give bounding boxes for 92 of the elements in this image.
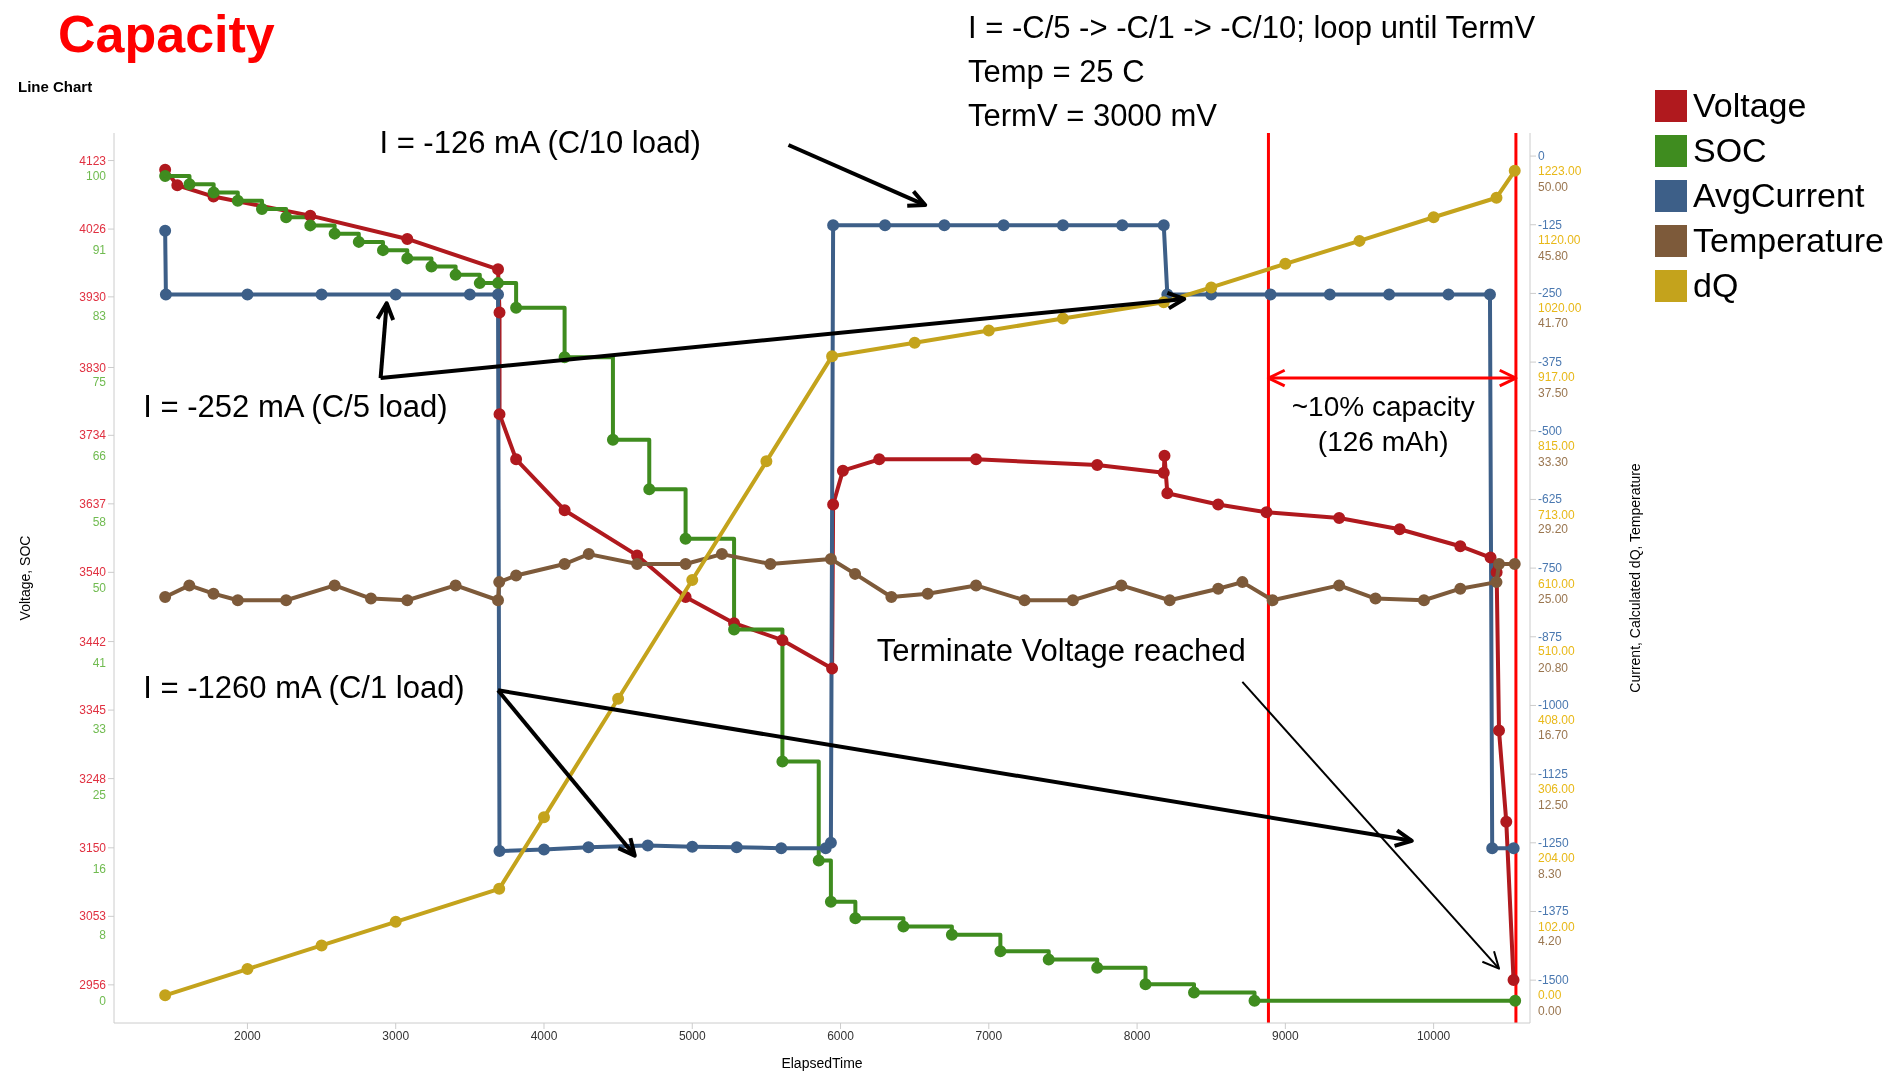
y2-tick-label: 29.20 (1538, 522, 1569, 537)
y2-tick-label: 83 (92, 309, 107, 324)
y2-tick-label: 66 (92, 449, 107, 464)
legend-label: dQ (1693, 266, 1739, 305)
annotation: I = -126 mA (C/10 load) (379, 125, 701, 161)
legend-label: Temperature (1693, 221, 1884, 260)
y2-tick-label: 16 (92, 861, 107, 876)
x-axis-title: ElapsedTime (781, 1055, 863, 1071)
y3-tick-label: -1500 (1538, 973, 1570, 988)
y2-tick-label: 45.80 (1538, 248, 1569, 263)
y2-tick-label: 91 (92, 243, 107, 258)
y2-tick-label: 25.00 (1538, 591, 1569, 606)
y2-tick-label: 8 (99, 927, 107, 942)
legend-label: SOC (1693, 131, 1767, 170)
y-tick-label: 306.00 (1538, 782, 1576, 797)
y-tick-label: 4026 (79, 222, 107, 237)
y2-tick-label: 100 (85, 168, 107, 183)
y2-tick-label: 37.50 (1538, 385, 1569, 400)
y3-tick-label: -1250 (1538, 835, 1570, 850)
annotation: I = -252 mA (C/5 load) (143, 388, 448, 424)
y2-tick-label: 25 (92, 787, 107, 802)
y3-tick-label: 0 (1538, 149, 1545, 164)
y-tick-label: 610.00 (1538, 577, 1576, 592)
y-tick-label: 1223.00 (1538, 163, 1582, 178)
y2-tick-label: 41.70 (1538, 316, 1569, 331)
text: Temp = 25 C (968, 54, 1145, 90)
y-tick-label: 1020.00 (1538, 300, 1582, 315)
y2-tick-label: 0 (99, 993, 107, 1008)
y2-tick-label: 75 (92, 375, 107, 390)
chart-subtitle: Line Chart (18, 78, 93, 95)
annotation: I = -1260 mA (C/1 load) (143, 670, 465, 706)
y-tick-label: 204.00 (1538, 850, 1576, 865)
y3-tick-label: -500 (1538, 423, 1563, 438)
y3-tick-label: -1125 (1538, 767, 1569, 782)
y3-tick-label: -1000 (1538, 698, 1570, 713)
y-tick-label: 0.00 (1538, 988, 1562, 1003)
y-tick-label: 3053 (79, 909, 107, 924)
y-tick-label: 3442 (79, 634, 107, 649)
y3-tick-label: -125 (1538, 217, 1563, 232)
x-tick-label: 9000 (1272, 1028, 1300, 1043)
y-tick-label: 3248 (79, 771, 107, 786)
y-axis-title: Voltage, SOC (17, 535, 33, 621)
y-tick-label: 2956 (79, 977, 107, 992)
x-tick-label: 3000 (382, 1028, 410, 1043)
y2-tick-label: 8.30 (1538, 866, 1562, 881)
legend-label: AvgCurrent (1693, 176, 1865, 215)
annotation: ~10% capacity (1291, 390, 1475, 422)
annotation: Terminate Voltage reached (876, 633, 1246, 669)
y3-tick-label: -1375 (1538, 904, 1570, 919)
y2-tick-label: 50 (92, 581, 107, 596)
y2-tick-label: 4.20 (1538, 934, 1562, 949)
y2-tick-label: 16.70 (1538, 728, 1569, 743)
y3-tick-label: -250 (1538, 286, 1563, 301)
y3-tick-label: -750 (1538, 561, 1563, 576)
y-tick-label: 102.00 (1538, 919, 1576, 934)
annotation: TermV = 3000 mV (968, 98, 1218, 134)
x-tick-label: 6000 (827, 1028, 855, 1043)
x-tick-label: 10000 (1416, 1028, 1451, 1043)
y-tick-label: 3930 (79, 289, 107, 304)
y-tick-label: 3540 (79, 565, 107, 580)
y-tick-label: 917.00 (1538, 370, 1576, 385)
y2-tick-label: 41 (92, 655, 107, 670)
y-tick-label: 510.00 (1538, 644, 1576, 659)
y2-tick-label: 50.00 (1538, 179, 1569, 194)
legend-label: Voltage (1693, 86, 1807, 125)
y-tick-label: 3830 (79, 360, 107, 375)
x-tick-label: 4000 (530, 1028, 558, 1043)
y2-tick-label: 33 (92, 721, 107, 736)
y2-tick-label: 12.50 (1538, 797, 1569, 812)
y2-tick-label: 58 (92, 515, 107, 530)
y-tick-label: 815.00 (1538, 438, 1576, 453)
x-tick-label: 2000 (234, 1028, 262, 1043)
annotation: (126 mAh) (1317, 426, 1449, 458)
x-tick-label: 8000 (1123, 1028, 1151, 1043)
text: I = -C/5 -> -C/1 -> -C/10; loop until TermV (968, 10, 1536, 46)
y-tick-label: 3150 (79, 840, 107, 855)
y-tick-label: 713.00 (1538, 507, 1576, 522)
y3-tick-label: -875 (1538, 629, 1563, 644)
x-tick-label: 5000 (678, 1028, 706, 1043)
y3-tick-label: -375 (1538, 355, 1563, 370)
y3-tick-label: -625 (1538, 492, 1563, 507)
y-tick-label: 1120.00 (1538, 233, 1581, 248)
y-tick-label: 3734 (79, 428, 107, 443)
y2-tick-label: 33.30 (1538, 454, 1569, 469)
y-tick-label: 3345 (79, 703, 107, 718)
x-tick-label: 7000 (975, 1028, 1003, 1043)
chart-title: Capacity (58, 4, 275, 64)
y3-axis-title: Current, Calculated dQ, Temperature (1627, 463, 1643, 693)
y-tick-label: 408.00 (1538, 713, 1576, 728)
y2-tick-label: 20.80 (1538, 660, 1569, 675)
y-tick-label: 3637 (79, 496, 107, 511)
y-tick-label: 4123 (79, 153, 107, 168)
